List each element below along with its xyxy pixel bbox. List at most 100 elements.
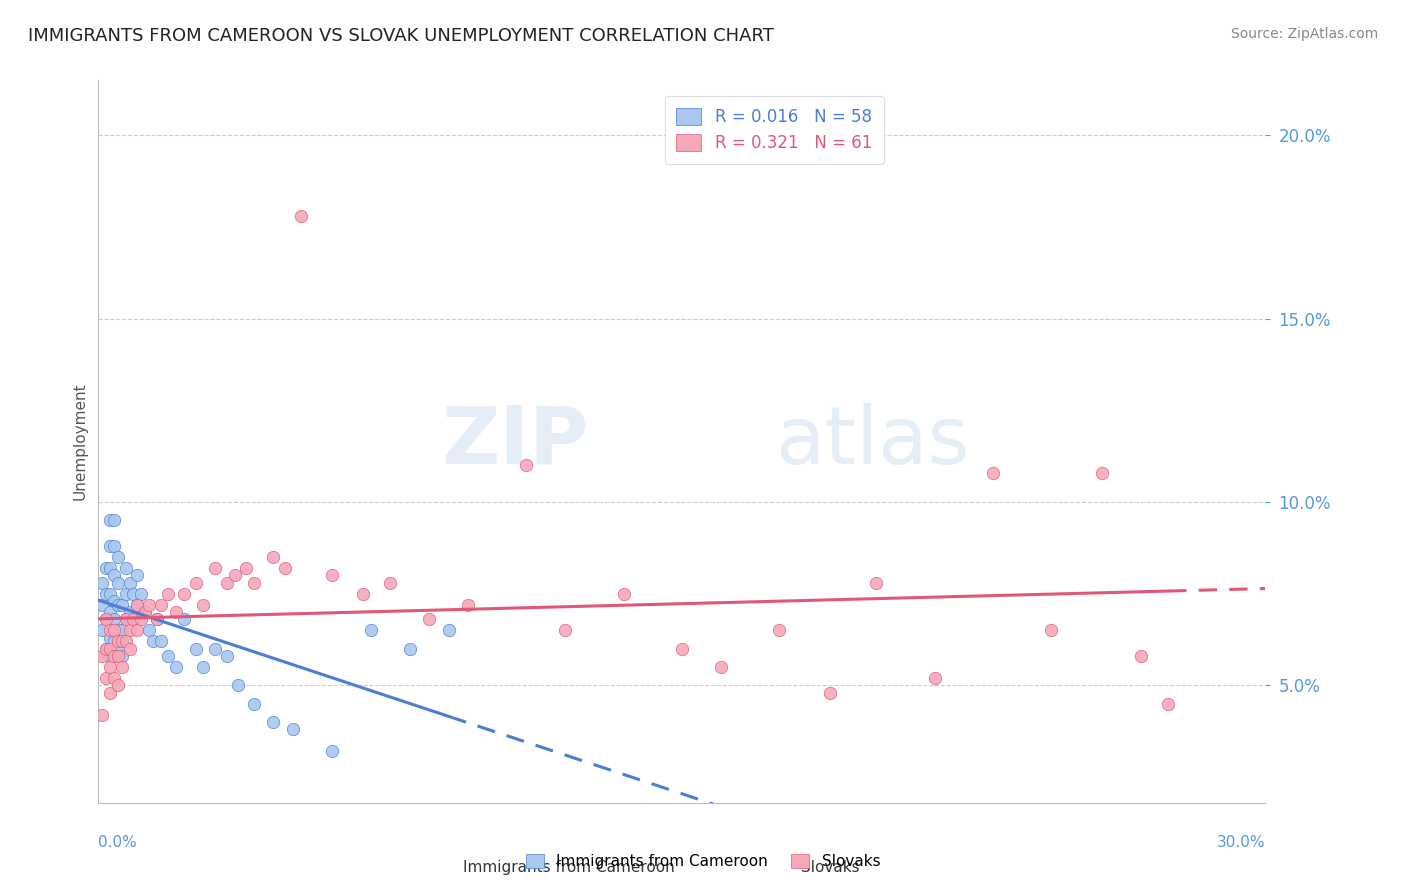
Point [103, 649, 125, 664]
Point [149, 634, 172, 648]
Point [103, 671, 125, 685]
Point [91, 624, 114, 638]
Point [437, 624, 460, 638]
Point [96, 612, 118, 626]
Point [228, 678, 250, 692]
Point [924, 671, 946, 685]
Point [96, 612, 118, 626]
Point [281, 723, 304, 737]
Point [352, 587, 374, 601]
Point [103, 568, 125, 582]
Point [122, 587, 145, 601]
Point [398, 641, 420, 656]
Point [107, 598, 129, 612]
Point [122, 612, 145, 626]
Point [243, 575, 266, 590]
Point [146, 612, 169, 626]
Point [204, 561, 226, 575]
Point [134, 605, 156, 619]
Point [103, 513, 125, 527]
Point [127, 624, 149, 638]
Point [173, 587, 195, 601]
Point [321, 744, 343, 758]
Point [114, 612, 136, 626]
Point [98, 631, 121, 645]
Point [111, 649, 134, 664]
Point [98, 641, 121, 656]
Point [96, 641, 118, 656]
Point [243, 697, 266, 711]
Point [98, 539, 121, 553]
Point [122, 612, 145, 626]
Point [1129, 649, 1152, 664]
Point [98, 513, 121, 527]
Point [1157, 697, 1180, 711]
Point [114, 587, 136, 601]
Point [129, 587, 152, 601]
Point [274, 561, 297, 575]
Point [118, 624, 141, 638]
Point [138, 624, 160, 638]
Point [1091, 466, 1114, 480]
Point [98, 587, 121, 601]
Point [96, 587, 118, 601]
Point [224, 568, 246, 582]
Text: atlas: atlas [775, 402, 970, 481]
Point [98, 561, 121, 575]
Point [142, 634, 165, 648]
Legend: R = 0.016   N = 58, R = 0.321   N = 61: R = 0.016 N = 58, R = 0.321 N = 61 [665, 95, 883, 164]
Point [138, 598, 160, 612]
Point [114, 634, 136, 648]
Point [118, 605, 141, 619]
Point [103, 612, 125, 626]
Point [114, 561, 136, 575]
Point [818, 686, 841, 700]
Point [146, 612, 169, 626]
Point [103, 634, 125, 648]
Point [91, 575, 114, 590]
Point [165, 660, 187, 674]
Point [193, 598, 215, 612]
Point [107, 649, 129, 664]
Point [671, 641, 693, 656]
Point [107, 550, 129, 565]
Point [321, 568, 343, 582]
Point [107, 624, 129, 638]
Point [981, 466, 1004, 480]
Point [98, 649, 121, 664]
Point [157, 649, 180, 664]
Point [96, 671, 118, 685]
Point [114, 612, 136, 626]
Point [107, 641, 129, 656]
Point [193, 660, 215, 674]
Point [111, 624, 134, 638]
Point [98, 624, 121, 638]
Point [103, 594, 125, 608]
Point [96, 641, 118, 656]
Text: Immigrants from Cameroon: Immigrants from Cameroon [463, 860, 675, 874]
Point [118, 575, 141, 590]
Point [103, 624, 125, 638]
Point [457, 598, 479, 612]
Legend: Immigrants from Cameroon, Slovaks: Immigrants from Cameroon, Slovaks [520, 848, 886, 875]
Point [127, 568, 149, 582]
Point [96, 561, 118, 575]
Point [360, 624, 382, 638]
Point [768, 624, 790, 638]
Point [165, 605, 187, 619]
Point [91, 707, 114, 722]
Point [380, 575, 402, 590]
Point [149, 598, 172, 612]
Point [710, 660, 733, 674]
Point [290, 209, 312, 223]
Text: Slovaks: Slovaks [801, 860, 860, 874]
Point [127, 598, 149, 612]
Point [184, 641, 207, 656]
Point [91, 598, 114, 612]
Point [418, 612, 440, 626]
Point [215, 649, 238, 664]
Point [111, 598, 134, 612]
Point [118, 641, 141, 656]
Point [111, 634, 134, 648]
Point [613, 587, 636, 601]
